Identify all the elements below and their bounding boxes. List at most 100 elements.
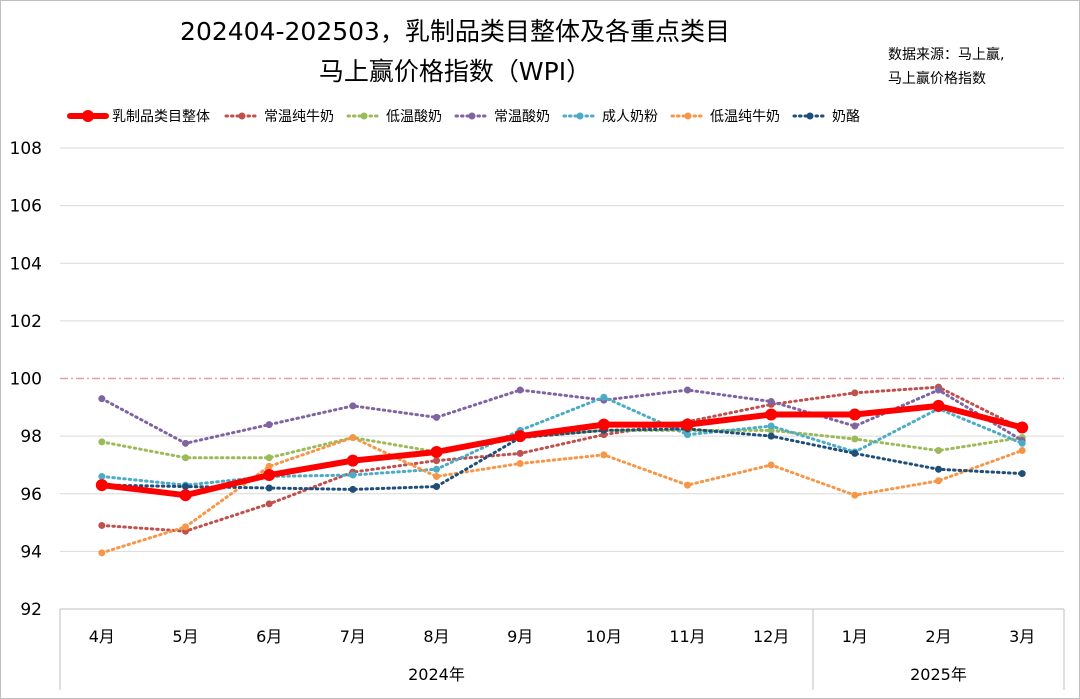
data-point	[681, 418, 694, 431]
legend-marker	[238, 112, 246, 120]
data-point	[265, 454, 273, 462]
data-point	[349, 402, 357, 410]
data-point	[935, 447, 942, 455]
data-point	[597, 418, 610, 431]
data-point	[182, 439, 189, 447]
data-point	[684, 386, 691, 394]
x-tick-label: 8月	[423, 627, 449, 646]
y-tick-label: 104	[10, 254, 42, 274]
year-group-label: 2025年	[910, 665, 967, 684]
x-tick-label: 7月	[340, 627, 366, 646]
legend-marker	[360, 112, 368, 120]
source-note-line2: 马上赢价格指数	[888, 71, 986, 87]
data-point	[98, 438, 106, 446]
data-point	[349, 471, 357, 479]
x-tick-label: 10月	[586, 627, 622, 646]
y-tick-label: 108	[10, 139, 42, 159]
y-tick-label: 96	[20, 485, 42, 505]
data-point	[767, 422, 775, 430]
data-point	[95, 479, 108, 492]
y-tick-label: 98	[20, 427, 42, 447]
legend-entry: 低温纯牛奶	[710, 109, 780, 125]
y-tick-label: 102	[10, 312, 42, 332]
data-point	[98, 395, 106, 403]
data-point	[935, 465, 942, 473]
legend-entry: 成人奶粉	[602, 109, 658, 125]
year-group-label: 2024年	[408, 665, 465, 684]
data-point	[765, 408, 778, 421]
legend-marker	[684, 112, 692, 120]
legend-entry: 乳制品类目整体	[112, 109, 210, 125]
data-point	[433, 465, 440, 473]
data-point	[1016, 421, 1029, 434]
data-point	[433, 483, 440, 491]
legend-marker	[806, 112, 814, 120]
legend-marker	[468, 112, 476, 120]
data-point	[346, 454, 359, 467]
data-point	[265, 421, 273, 429]
series-line	[100, 436, 1024, 555]
data-point	[932, 399, 945, 412]
data-point	[265, 484, 273, 492]
x-tick-label: 12月	[753, 627, 789, 646]
data-point	[935, 477, 942, 485]
series-line	[100, 388, 1024, 445]
legend-marker	[82, 110, 94, 122]
data-point	[1018, 439, 1026, 447]
data-point	[182, 454, 189, 462]
data-point	[767, 398, 775, 406]
x-tick-label: 2月	[925, 627, 951, 646]
chart-title-line1: 202404-202503，乳制品类目整体及各重点类目	[180, 17, 730, 46]
data-point	[514, 430, 527, 443]
data-point	[98, 521, 106, 529]
x-tick-label: 1月	[842, 627, 868, 646]
source-note-line1: 数据来源：马上赢,	[888, 47, 1005, 63]
x-tick-label: 5月	[172, 627, 198, 646]
data-point	[265, 462, 273, 470]
data-point	[851, 435, 859, 443]
data-point	[851, 449, 859, 457]
chart-title-line2: 马上赢价格指数（WPI）	[318, 57, 592, 86]
legend-entry: 奶酪	[832, 109, 860, 125]
data-point	[684, 431, 691, 439]
data-point	[1018, 470, 1026, 478]
series-line	[100, 385, 1024, 533]
data-point	[182, 523, 189, 531]
y-tick-label: 100	[10, 370, 42, 390]
data-point	[430, 445, 443, 458]
data-point	[433, 472, 440, 480]
data-point	[516, 449, 524, 457]
data-point	[98, 549, 106, 557]
data-point	[179, 489, 192, 502]
data-point	[182, 483, 189, 491]
data-point	[851, 422, 859, 430]
legend-entry: 低温酸奶	[386, 109, 442, 125]
data-point	[1018, 447, 1026, 455]
data-point	[851, 491, 859, 499]
series-line	[98, 402, 1026, 499]
y-tick-label: 94	[20, 542, 42, 562]
data-point	[848, 408, 861, 421]
data-point	[851, 389, 859, 397]
data-point	[433, 413, 440, 421]
data-point	[349, 485, 357, 493]
legend-entry: 常温纯牛奶	[264, 109, 334, 125]
data-point	[600, 451, 608, 459]
x-tick-label: 4月	[89, 627, 115, 646]
data-point	[516, 459, 524, 467]
legend-marker	[576, 112, 584, 120]
data-point	[263, 469, 276, 482]
data-point	[935, 386, 942, 394]
x-tick-label: 6月	[256, 627, 282, 646]
data-point	[516, 386, 524, 394]
y-tick-label: 106	[10, 197, 42, 217]
data-point	[767, 461, 775, 469]
data-point	[684, 481, 691, 489]
data-point	[265, 500, 273, 508]
data-point	[600, 393, 608, 401]
series-line	[100, 427, 1024, 491]
x-tick-label: 3月	[1009, 627, 1035, 646]
data-point	[98, 472, 106, 480]
x-tick-label: 9月	[507, 627, 533, 646]
